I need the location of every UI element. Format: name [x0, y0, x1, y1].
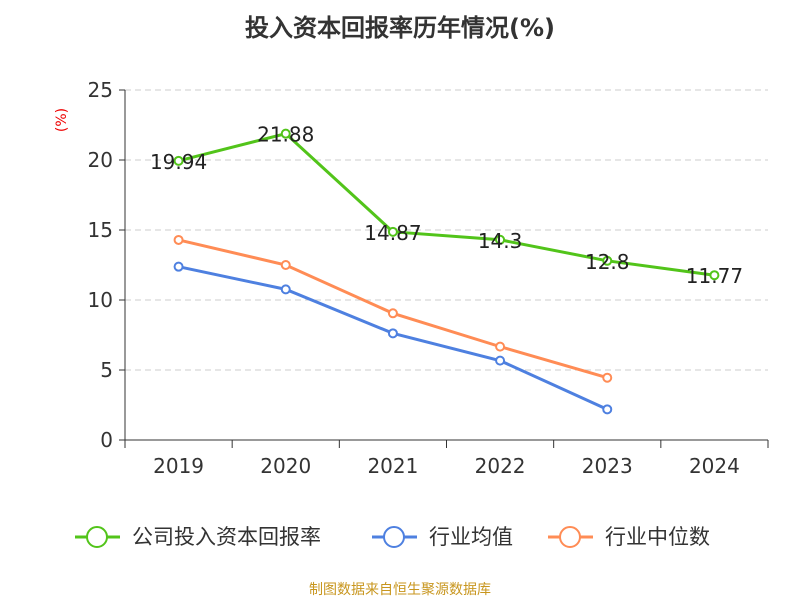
x-tick-label: 2023	[582, 454, 633, 478]
legend-item: 行业中位数	[548, 525, 710, 549]
legend-label: 公司投入资本回报率	[132, 525, 321, 549]
data-label: 11.77	[686, 264, 743, 288]
y-tick-label: 15	[88, 218, 113, 242]
data-point	[495, 234, 506, 245]
x-tick-label: 2021	[367, 454, 418, 478]
data-point	[709, 270, 720, 281]
data-point	[173, 234, 184, 245]
data-label: 14.3	[478, 229, 523, 253]
data-point	[495, 355, 506, 366]
data-point	[602, 404, 613, 415]
data-point	[387, 328, 398, 339]
data-label: 19.94	[150, 150, 207, 174]
x-tick-label: 2019	[153, 454, 204, 478]
x-tick-label: 2024	[689, 454, 740, 478]
data-point	[280, 128, 291, 139]
legend-marker-icon	[86, 526, 108, 548]
data-label: 14.87	[364, 221, 421, 245]
legend-item: 行业均值	[372, 525, 513, 549]
x-tick-label: 2022	[475, 454, 526, 478]
legend-label: 行业均值	[429, 525, 513, 549]
data-point	[173, 155, 184, 166]
legend-marker-icon	[383, 526, 405, 548]
data-point	[495, 341, 506, 352]
data-point	[173, 261, 184, 272]
series-line	[178, 132, 715, 277]
data-point	[280, 284, 291, 295]
y-tick-label: 25	[88, 78, 113, 102]
y-tick-label: 20	[88, 148, 113, 172]
data-point	[602, 255, 613, 266]
data-label: 12.8	[585, 250, 630, 274]
chart-title: 投入资本回报率历年情况(%)	[245, 14, 555, 42]
legend-label: 行业中位数	[605, 525, 710, 549]
data-point	[602, 372, 613, 383]
data-point	[387, 226, 398, 237]
y-tick-label: 5	[100, 358, 113, 382]
y-tick-label: 0	[100, 428, 113, 452]
data-point	[387, 308, 398, 319]
x-tick-label: 2020	[260, 454, 311, 478]
legend-item: 公司投入资本回报率	[75, 525, 321, 549]
y-tick-label: 10	[88, 288, 113, 312]
legend-marker-icon	[559, 526, 581, 548]
source-note: 制图数据来自恒生聚源数据库	[309, 582, 491, 598]
data-label: 21.88	[257, 123, 314, 147]
data-point	[280, 260, 291, 270]
